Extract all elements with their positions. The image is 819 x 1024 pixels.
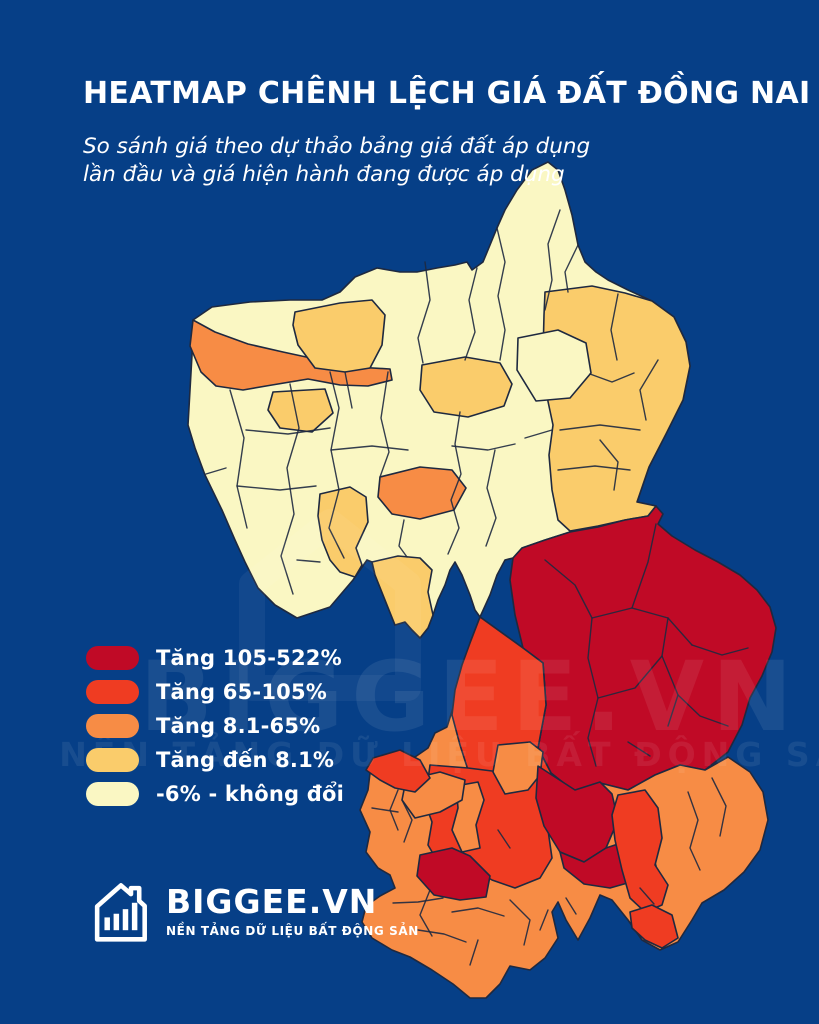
logo-tagline: NỀN TẢNG DỮ LIỆU BẤT ĐỘNG SẢN — [166, 923, 419, 938]
district-west-orange-strip — [189, 319, 393, 391]
map-regions — [187, 161, 777, 999]
district-gold-below-strip — [267, 388, 334, 433]
district-darkred-west — [416, 847, 491, 901]
district-gold-central — [419, 356, 513, 418]
district-border-30 — [691, 644, 749, 656]
district-border-34 — [389, 789, 399, 831]
district-border-37 — [419, 889, 433, 937]
watermark-brand: BIGGEE.VN — [140, 641, 801, 753]
district-border-35 — [371, 807, 399, 813]
district-yellow-embedded — [516, 329, 592, 402]
district-border-39 — [469, 939, 479, 966]
district-border-25 — [559, 424, 641, 431]
page-title: HEATMAP CHÊNH LỆCH GIÁ ĐẤT ĐỒNG NAI — [83, 76, 811, 111]
district-border-22 — [296, 559, 321, 563]
district-border-2 — [328, 371, 345, 559]
legend-row-ro: Tăng 65-105% — [86, 680, 344, 704]
district-border-27 — [591, 607, 693, 646]
brand-logo: BIGGEE.VN NỀN TẢNG DỮ LIỆU BẤT ĐỘNG SẢN — [88, 876, 419, 946]
district-redorange-northwest — [365, 749, 431, 793]
district-border-8 — [564, 244, 579, 293]
district-border-16 — [344, 371, 353, 409]
legend: Tăng 105-522% Tăng 65-105% Tăng 8.1-65% Tăn… — [86, 646, 344, 816]
district-border-15 — [398, 519, 408, 558]
legend-row-y: -6% - không đổi — [86, 782, 344, 806]
legend-label-y: -6% - không đổi — [156, 782, 345, 806]
district-border-13 — [447, 411, 462, 555]
district-gold-northeast-zone — [542, 285, 691, 532]
district-redorange-east-strip — [611, 789, 669, 913]
watermark-house-icon — [239, 509, 421, 701]
legend-swatch-o — [86, 714, 139, 738]
district-border-23 — [205, 467, 227, 475]
district-border-12 — [451, 443, 516, 451]
district-border-31 — [597, 655, 663, 699]
district-border-5 — [464, 267, 478, 361]
subtitle-line-1: So sánh giá theo dự thảo bảng giá đất áp… — [83, 134, 591, 159]
district-border-20 — [599, 439, 619, 491]
district-border-42 — [687, 791, 701, 871]
watermark: BIGGEE.VN NỀN TẢNG DỮ LIỆU BẤT ĐỘNG SẢN — [59, 509, 819, 774]
legend-swatch-ro — [86, 680, 139, 704]
district-border-44 — [639, 887, 655, 905]
district-border-1 — [280, 383, 300, 595]
logo-text: BIGGEE.VN NỀN TẢNG DỮ LIỆU BẤT ĐỘNG SẢN — [166, 885, 419, 938]
district-border-21 — [524, 429, 553, 439]
map-district-borders — [205, 209, 749, 966]
district-border-9 — [245, 427, 331, 435]
district-border-47 — [509, 899, 531, 946]
district-border-40 — [417, 929, 467, 943]
legend-label-ro: Tăng 65-105% — [156, 680, 328, 704]
district-border-36 — [401, 799, 413, 843]
district-border-19 — [639, 359, 659, 421]
district-border-29 — [661, 617, 679, 727]
district-border-4 — [417, 261, 431, 364]
legend-row-lo: Tăng đến 8.1% — [86, 748, 344, 772]
district-border-10 — [236, 485, 317, 491]
district-border-0 — [229, 389, 248, 529]
district-redorange-southeast — [629, 904, 679, 949]
district-orange-in-main — [492, 741, 544, 795]
district-border-17 — [589, 372, 635, 383]
district-border-26 — [544, 559, 599, 767]
district-border-43 — [711, 777, 727, 837]
legend-label-dr: Tăng 105-522% — [156, 646, 342, 670]
logo-brand: BIGGEE.VN — [166, 881, 378, 921]
district-gold-south-tip — [371, 555, 434, 639]
legend-row-dr: Tăng 105-522% — [86, 646, 344, 670]
district-border-33 — [627, 741, 651, 757]
legend-label-lo: Tăng đến 8.1% — [156, 748, 335, 772]
district-border-28 — [631, 523, 657, 609]
page-subtitle: So sánh giá theo dự thảo bảng giá đất áp… — [83, 133, 603, 190]
legend-swatch-dr — [86, 646, 139, 670]
district-border-46 — [497, 829, 511, 849]
district-border-7 — [544, 209, 561, 311]
house-barchart-icon — [94, 883, 147, 942]
district-border-24 — [557, 465, 631, 471]
district-gold-above-strip — [292, 299, 386, 373]
district-border-18 — [610, 293, 619, 361]
district-gold-strip-south — [317, 486, 369, 578]
watermark-tagline: NỀN TẢNG DỮ LIỆU BẤT ĐỘNG SẢN — [59, 730, 819, 774]
district-border-32 — [677, 694, 729, 727]
district-border-38 — [451, 907, 505, 917]
legend-label-o: Tăng 8.1-65% — [156, 714, 321, 738]
district-border-48 — [539, 909, 549, 931]
district-border-45 — [565, 897, 577, 915]
subtitle-line-2: lần đầu và giá hiện hành đang được áp dụ… — [83, 162, 565, 188]
legend-swatch-y — [86, 782, 139, 806]
district-border-14 — [485, 449, 497, 547]
district-border-41 — [392, 897, 444, 904]
legend-row-o: Tăng 8.1-65% — [86, 714, 344, 738]
district-border-11 — [330, 445, 409, 451]
district-border-3 — [379, 371, 390, 478]
legend-swatch-lo — [86, 748, 139, 772]
district-border-6 — [496, 227, 506, 361]
